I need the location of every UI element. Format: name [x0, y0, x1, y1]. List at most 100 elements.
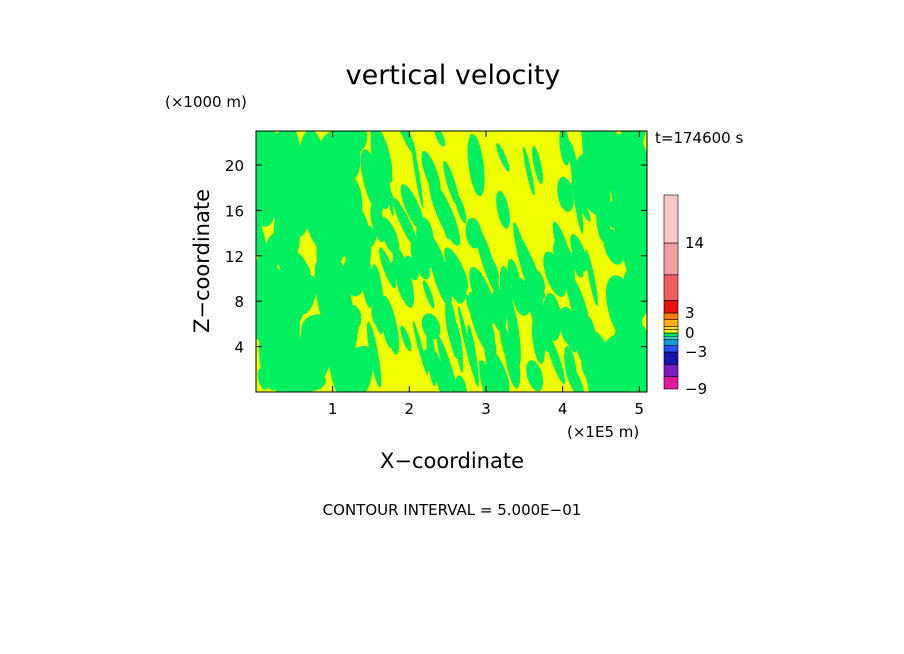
negative-w-region — [450, 334, 459, 360]
negative-w-region — [300, 131, 325, 183]
y-tick-label: 12 — [225, 248, 244, 266]
negative-w-region — [380, 217, 400, 255]
x-unit-label: (×1E5 m) — [567, 423, 639, 441]
colorbar-label: −3 — [685, 343, 707, 361]
negative-w-region — [400, 184, 425, 232]
negative-w-region — [491, 287, 507, 332]
negative-w-region — [428, 236, 452, 306]
colorbar-label: −9 — [685, 380, 707, 398]
colorbar-level — [663, 345, 679, 353]
negative-w-region — [559, 131, 571, 166]
negative-w-region — [279, 258, 311, 297]
negative-w-region — [506, 296, 521, 367]
x-tick-label: 2 — [405, 400, 415, 418]
negative-w-region — [343, 309, 360, 371]
colorbar-label: 0 — [685, 324, 695, 342]
colorbar-level — [663, 329, 679, 334]
negative-w-region — [445, 298, 458, 349]
negative-w-region — [570, 233, 588, 272]
negative-w-region — [421, 151, 441, 195]
negative-w-region — [478, 360, 492, 392]
negative-w-region — [370, 264, 385, 335]
colorbar-level — [663, 351, 679, 365]
negative-w-region — [480, 309, 495, 343]
negative-w-region — [571, 250, 584, 278]
negative-w-region — [585, 249, 598, 307]
y-tick-label: 16 — [225, 202, 244, 220]
negative-w-region — [617, 253, 647, 330]
contour-interval-note: CONTOUR INTERVAL = 5.000E−01 — [323, 501, 582, 519]
x-axis-ticks: 1 2 3 4 5 — [328, 131, 644, 418]
negative-w-region — [322, 281, 343, 344]
colorbar-label: 3 — [685, 304, 695, 322]
negative-w-region — [379, 247, 397, 289]
negative-w-region — [422, 280, 435, 309]
negative-w-region — [543, 293, 562, 341]
x-tick-label: 1 — [328, 400, 338, 418]
negative-w-region — [442, 211, 451, 240]
negative-w-region — [322, 138, 358, 191]
negative-w-region — [320, 225, 345, 286]
negative-w-region — [603, 228, 624, 265]
negative-w-region — [376, 159, 395, 204]
plot-frame — [255, 130, 648, 393]
y-axis-label: Z−coordinate — [190, 189, 214, 333]
negative-w-region — [392, 197, 419, 250]
colorbar-level — [663, 376, 679, 390]
negative-w-region — [483, 332, 492, 378]
negative-w-region — [381, 316, 393, 348]
colorbar-level — [663, 325, 679, 330]
negative-w-region — [375, 158, 388, 206]
colorbar-level — [663, 274, 679, 301]
x-tick-label: 4 — [558, 400, 568, 418]
negative-w-region — [564, 271, 590, 330]
negative-w-region — [469, 266, 497, 324]
contour-field — [256, 131, 647, 392]
negative-w-region — [557, 176, 574, 212]
negative-w-region — [392, 247, 414, 308]
y-tick-label: 8 — [234, 293, 244, 311]
negative-w-region — [523, 146, 535, 196]
negative-w-region — [504, 331, 521, 389]
negative-w-region — [496, 191, 510, 229]
negative-w-region — [513, 222, 532, 292]
negative-w-region — [270, 158, 298, 218]
negative-w-region — [452, 274, 467, 304]
colorbar-labels: 14 3 0−3 −9 — [685, 234, 707, 398]
colorbar-level — [663, 242, 679, 276]
colorbar-level — [663, 312, 679, 320]
colorbar-level — [663, 299, 679, 314]
negative-w-region — [616, 336, 647, 383]
negative-w-region — [257, 368, 269, 390]
negative-w-region — [471, 297, 482, 330]
colorbar-level — [663, 194, 679, 244]
y-axis-ticks: 4 8 12 16 20 — [225, 157, 647, 357]
negative-w-region — [511, 277, 531, 316]
colorbar-level — [663, 332, 679, 337]
negative-w-region — [467, 324, 479, 387]
negative-w-region — [421, 313, 441, 340]
negative-w-region — [256, 152, 266, 185]
negative-w-region — [256, 212, 268, 264]
negative-w-region — [394, 131, 416, 156]
negative-w-region — [565, 363, 585, 392]
colorbar — [663, 194, 679, 390]
negative-w-region — [443, 161, 460, 207]
negative-w-region — [529, 268, 546, 294]
negative-w-region — [543, 251, 567, 297]
y-unit-label: (×1000 m) — [165, 93, 247, 111]
negative-w-region — [545, 332, 566, 385]
negative-w-region — [370, 131, 393, 183]
y-tick-label: 4 — [234, 339, 244, 357]
negative-w-region — [526, 360, 544, 392]
negative-w-region — [426, 329, 437, 387]
time-label: t=174600 s — [655, 129, 743, 147]
negative-w-region — [411, 140, 424, 209]
negative-w-region — [381, 295, 400, 355]
x-tick-label: 5 — [635, 400, 645, 418]
negative-w-region — [410, 241, 430, 280]
colorbar-level — [663, 335, 679, 340]
negative-w-region — [289, 207, 300, 254]
negative-w-region — [278, 324, 295, 354]
